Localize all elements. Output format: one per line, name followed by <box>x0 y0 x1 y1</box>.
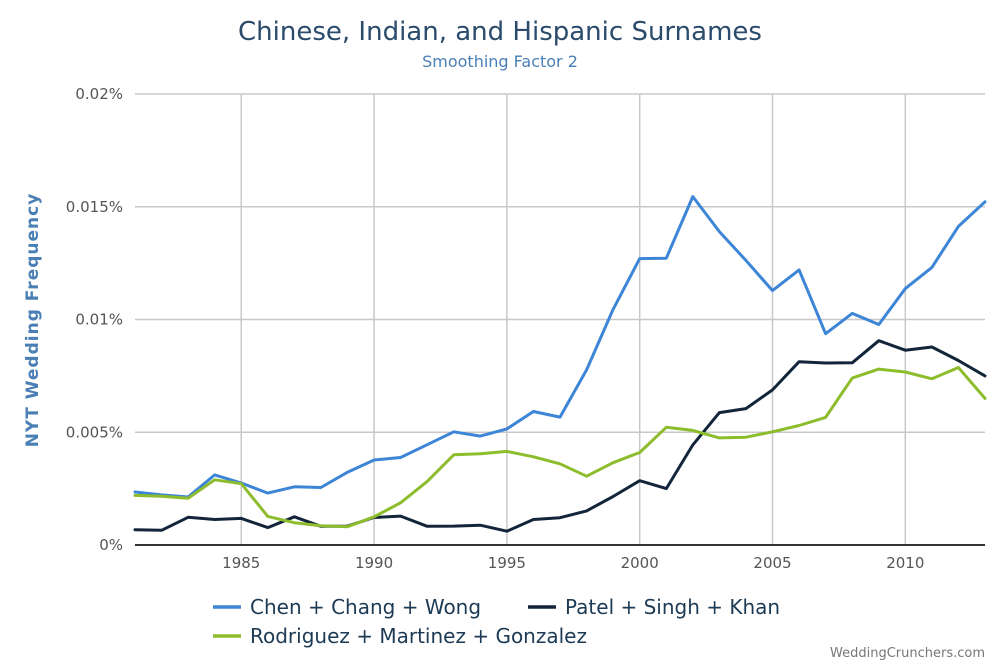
y-tick-label: 0% <box>99 536 123 554</box>
x-tick-label: 2005 <box>753 554 791 572</box>
credit-text: WeddingCrunchers.com <box>830 646 985 661</box>
gridlines <box>135 93 985 545</box>
legend-label: Chen + Chang + Wong <box>250 595 481 619</box>
legend-label: Patel + Singh + Khan <box>565 595 780 619</box>
chart-title: Chinese, Indian, and Hispanic Surnames <box>238 17 762 47</box>
legend-item-chen-chang-wong[interactable]: Chen + Chang + Wong <box>213 595 481 619</box>
series-line-chen-chang-wong <box>133 195 987 499</box>
legend-label: Rodriguez + Martinez + Gonzalez <box>250 624 587 648</box>
chart-subtitle: Smoothing Factor 2 <box>422 52 578 71</box>
legend[interactable]: Chen + Chang + Wong Patel + Singh + Khan R… <box>213 595 780 648</box>
y-tick-label: 0.01% <box>75 311 123 329</box>
series-lines <box>133 195 987 533</box>
y-tick-label: 0.005% <box>66 423 123 441</box>
series-line-patel-singh-khan <box>133 339 987 533</box>
y-tick-label: 0.015% <box>66 198 123 216</box>
x-tick-labels: 1985 1990 1995 2000 2005 2010 <box>222 554 924 572</box>
series-line-rodriguez-martinez-gonzalez <box>133 366 987 529</box>
x-tick-label: 2000 <box>621 554 659 572</box>
legend-item-patel-singh-khan[interactable]: Patel + Singh + Khan <box>528 595 780 619</box>
y-tick-label: 0.02% <box>75 85 123 103</box>
x-tick-label: 1985 <box>222 554 260 572</box>
x-tick-label: 2010 <box>886 554 924 572</box>
x-tick-label: 1990 <box>355 554 393 572</box>
x-tick-label: 1995 <box>488 554 526 572</box>
y-axis-label: NYT Wedding Frequency <box>23 193 43 448</box>
legend-item-rodriguez-martinez-gonzalez[interactable]: Rodriguez + Martinez + Gonzalez <box>213 624 587 648</box>
y-tick-labels: 0% 0.005% 0.01% 0.015% 0.02% <box>66 85 123 554</box>
